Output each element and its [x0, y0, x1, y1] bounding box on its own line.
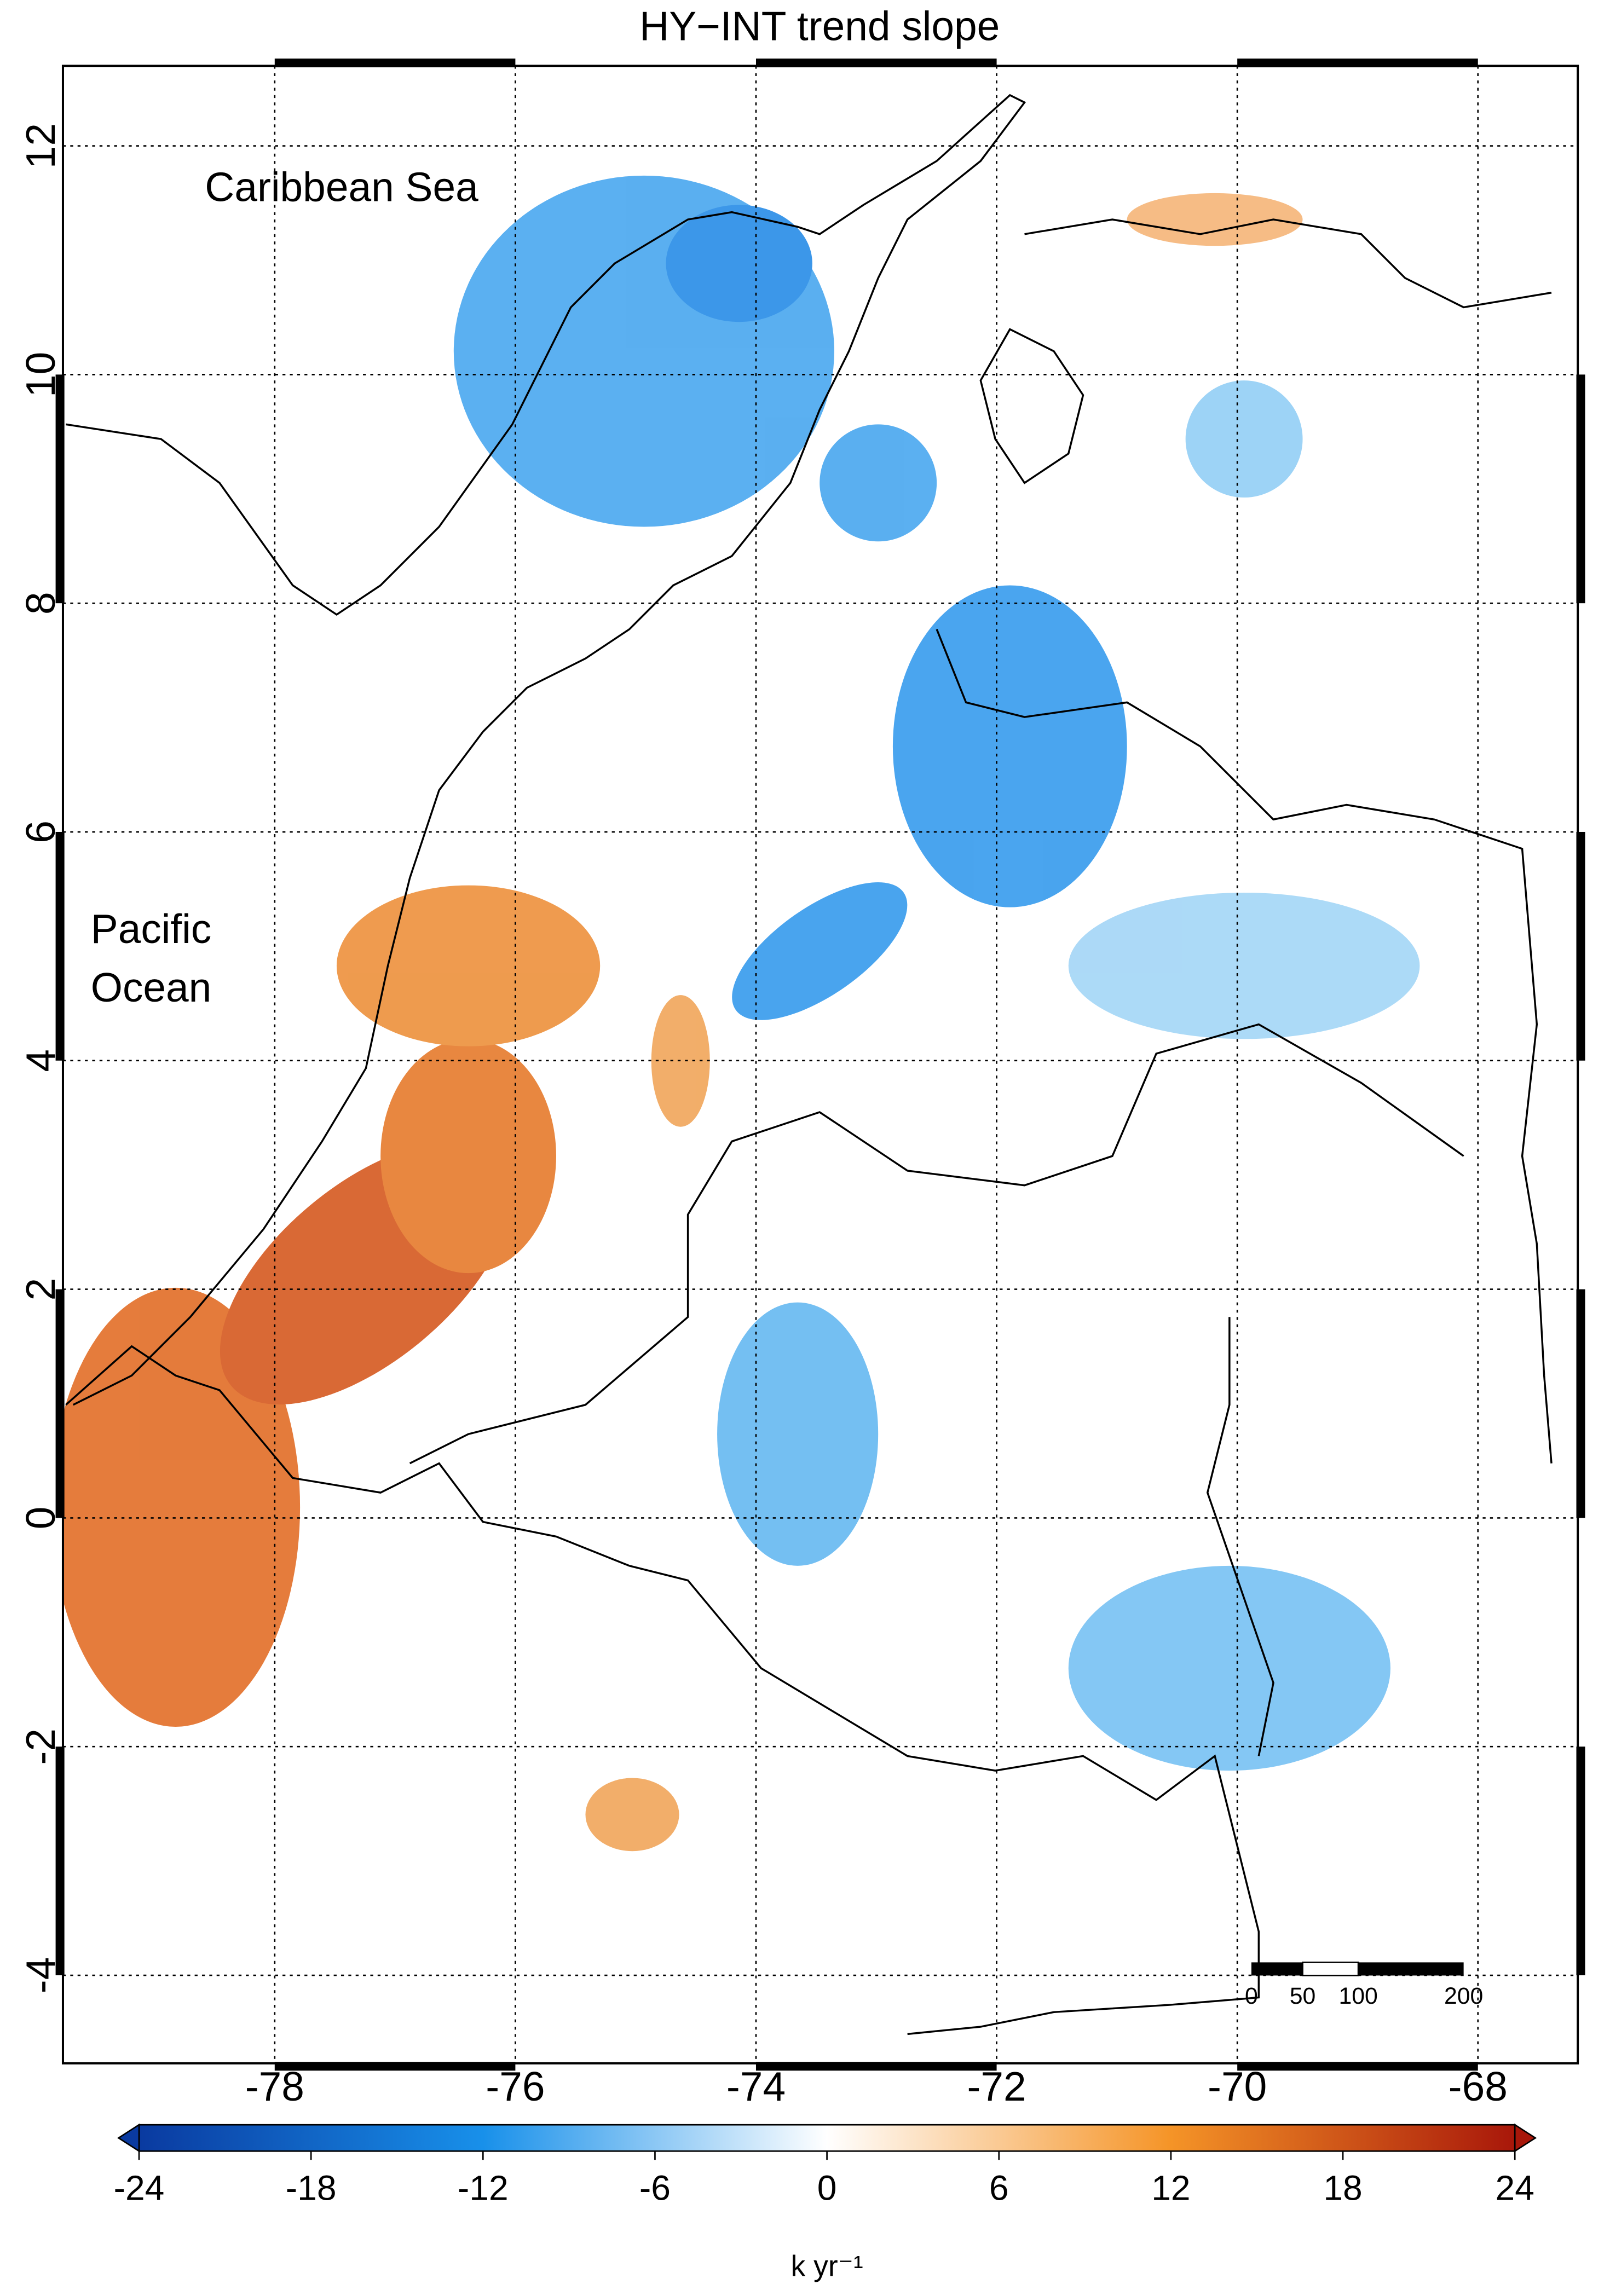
frame-segment	[1576, 374, 1585, 604]
positive-region	[380, 1039, 556, 1274]
annotation: Pacific	[91, 906, 211, 952]
negative-region	[1185, 380, 1303, 498]
colorbar-tick-label: -12	[458, 2168, 509, 2207]
border	[1206, 1317, 1274, 1756]
coast	[66, 94, 1026, 1406]
colorbar-tick-label: 18	[1323, 2168, 1362, 2207]
colorbar-tick-label: -18	[286, 2168, 337, 2207]
y-tick-label: 6	[18, 820, 64, 843]
scale-segment	[1251, 1962, 1303, 1976]
negative-region	[820, 424, 937, 542]
scale-label: 200	[1444, 1983, 1483, 2009]
map-layer	[62, 94, 1553, 2035]
frame-segment	[755, 58, 997, 67]
chart-title: HY−INT trend slope	[639, 3, 1000, 49]
colorbar-tick-label: 12	[1151, 2168, 1190, 2207]
coast	[1024, 218, 1552, 309]
frame-segment	[55, 1746, 65, 1976]
x-tick-label: -70	[1208, 2063, 1267, 2109]
x-tick-label: -76	[486, 2063, 545, 2109]
colorbar-tick-label: 24	[1496, 2168, 1534, 2207]
frame-segment	[1237, 58, 1478, 67]
colorbar-tick-label: -6	[639, 2168, 671, 2207]
colorbar	[138, 2124, 1516, 2152]
frame-segment	[755, 2062, 997, 2071]
frame-segment	[274, 58, 516, 67]
y-tick-label: -2	[18, 1728, 64, 1765]
positive-region	[1127, 193, 1303, 246]
colorbar-extend	[117, 2123, 140, 2153]
colorbar-label: k yr⁻¹	[791, 2250, 863, 2282]
negative-region	[717, 1302, 879, 1566]
annotation: Caribbean Sea	[205, 164, 478, 210]
frame-segment	[55, 374, 65, 604]
y-tick-label: 10	[18, 352, 64, 397]
positive-region	[585, 1778, 679, 1852]
negative-region	[892, 585, 1127, 907]
positive-region	[336, 885, 601, 1046]
scale-label: 50	[1290, 1983, 1316, 2009]
x-tick-label: -68	[1449, 2063, 1508, 2109]
x-tick-label: -72	[967, 2063, 1026, 2109]
river	[409, 1023, 1464, 1465]
y-tick-label: 12	[18, 123, 64, 169]
scale-segment	[1302, 1962, 1359, 1976]
colorbar-tick-label: 0	[817, 2168, 837, 2207]
scale-label: 0	[1245, 1983, 1258, 2009]
x-tick-label: -74	[726, 2063, 786, 2109]
border	[936, 629, 1553, 1464]
colorbar-tick-label: -24	[114, 2168, 165, 2207]
negative-region	[732, 882, 908, 1020]
x-tick-label: -78	[245, 2063, 304, 2109]
frame-segment	[1237, 2062, 1478, 2071]
scale-label: 100	[1338, 1983, 1377, 2009]
frame-segment	[1576, 831, 1585, 1061]
y-tick-label: 2	[18, 1278, 64, 1301]
frame-segment	[55, 1289, 65, 1518]
annotation: Ocean	[91, 964, 212, 1010]
frame-segment	[55, 831, 65, 1061]
frame-segment	[1576, 1289, 1585, 1518]
colorbar-tick-label: 6	[989, 2168, 1009, 2207]
negative-region	[1068, 892, 1420, 1039]
frame-segment	[1576, 1746, 1585, 1976]
colorbar-extend	[1514, 2123, 1537, 2153]
positive-region	[651, 995, 710, 1127]
scale-segment	[1358, 1962, 1464, 1976]
frame-segment	[274, 2062, 516, 2071]
border	[65, 1345, 1260, 2035]
coastlines	[65, 94, 1553, 2035]
trend-fields	[62, 175, 1420, 1852]
negative-region	[1068, 1565, 1390, 1771]
scale-bar	[1251, 1962, 1464, 1976]
lake	[979, 328, 1084, 484]
positive-region	[62, 1287, 301, 1727]
negative-region	[666, 205, 812, 322]
